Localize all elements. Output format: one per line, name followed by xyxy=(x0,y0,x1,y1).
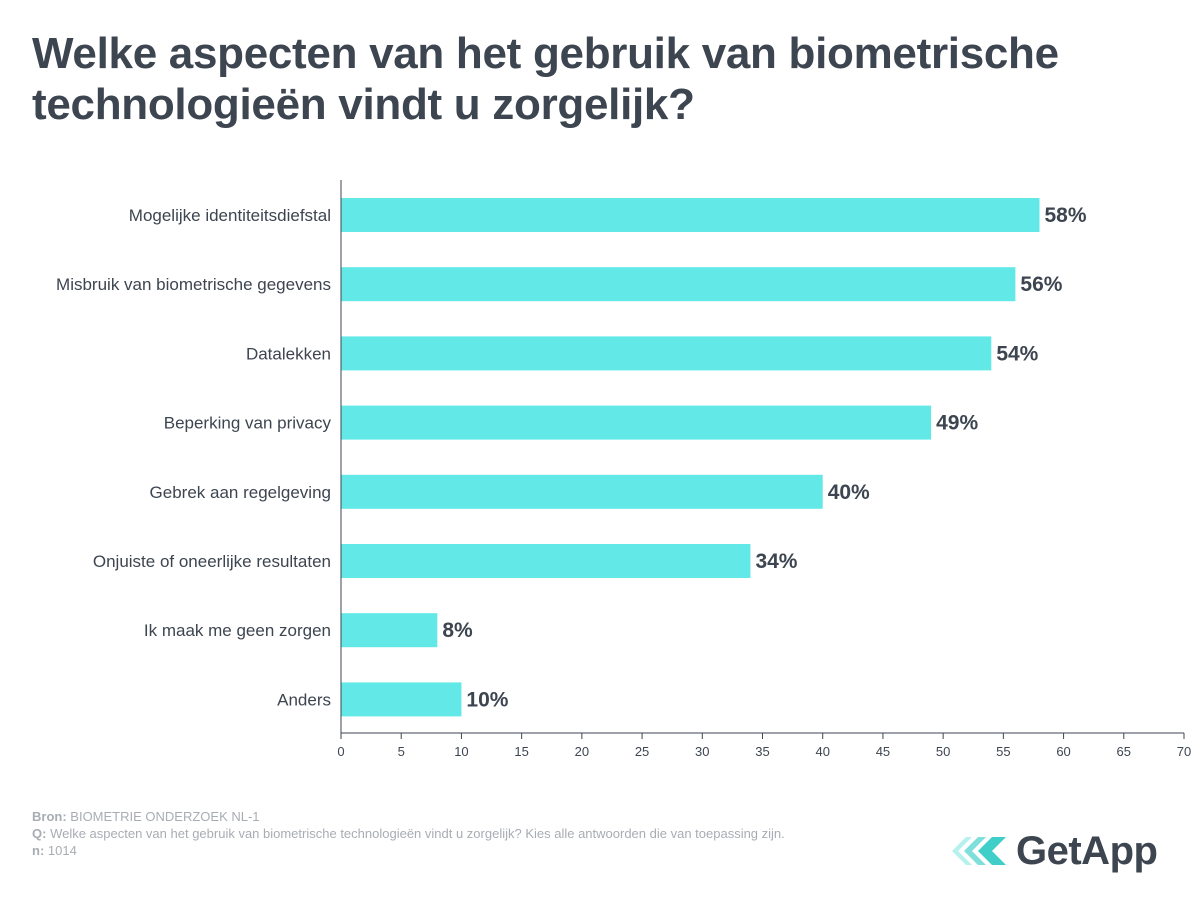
category-label-4: Gebrek aan regelgeving xyxy=(150,483,331,502)
x-tick-label-10: 50 xyxy=(936,744,950,759)
sample-size-note: n: 1014 xyxy=(32,843,77,858)
x-tick-label-3: 15 xyxy=(514,744,528,759)
x-tick-label-14: 70 xyxy=(1177,744,1191,759)
x-tick-label-13: 65 xyxy=(1117,744,1131,759)
bar-0 xyxy=(341,198,1040,232)
value-label-0: 58% xyxy=(1044,204,1086,227)
getapp-logo: GetApp xyxy=(952,826,1158,876)
bar-3 xyxy=(341,405,932,440)
question-note: Q: Welke aspecten van het gebruik van bi… xyxy=(32,826,785,841)
bar-4 xyxy=(341,474,823,509)
category-labels: Mogelijke identiteitsdiefstal Misbruik va… xyxy=(56,206,331,709)
x-tick-label-5: 25 xyxy=(635,744,649,759)
value-label-1: 56% xyxy=(1020,273,1062,296)
chart-title: Welke aspecten van het gebruik van biome… xyxy=(32,29,1059,129)
getapp-chevrons-icon xyxy=(952,837,1006,865)
source-note: Bron: BIOMETRIE ONDERZOEK NL-1 xyxy=(32,809,260,824)
value-labels: 58% 56% 54% 49% 40% 34% 8% 10% xyxy=(442,204,1087,711)
footer-notes: Bron: BIOMETRIE ONDERZOEK NL-1 Q: Welke … xyxy=(32,808,862,859)
value-label-7: 10% xyxy=(466,688,508,711)
category-label-3: Beperking van privacy xyxy=(164,414,332,433)
bars-group xyxy=(341,198,1040,717)
x-tick-label-7: 35 xyxy=(755,744,769,759)
x-axis: 0 5 10 15 20 25 30 35 40 45 50 55 60 65 70 xyxy=(337,732,1191,759)
value-label-5: 34% xyxy=(755,550,797,573)
logo-text: GetApp xyxy=(1016,828,1158,873)
value-label-2: 54% xyxy=(996,342,1038,365)
x-tick-label-2: 10 xyxy=(454,744,468,759)
bar-2 xyxy=(341,336,992,371)
category-label-2: Datalekken xyxy=(246,344,331,363)
value-label-4: 40% xyxy=(828,481,870,504)
value-label-3: 49% xyxy=(936,412,978,435)
category-label-0: Mogelijke identiteitsdiefstal xyxy=(129,206,331,225)
bar-6 xyxy=(341,613,438,648)
x-tick-label-8: 40 xyxy=(815,744,829,759)
x-tick-label-9: 45 xyxy=(876,744,890,759)
category-label-1: Misbruik van biometrische gegevens xyxy=(56,275,331,294)
value-label-6: 8% xyxy=(442,619,473,642)
category-label-6: Ik maak me geen zorgen xyxy=(144,621,331,640)
category-label-5: Onjuiste of oneerlijke resultaten xyxy=(93,552,331,571)
x-tick-label-1: 5 xyxy=(398,744,405,759)
x-tick-label-11: 55 xyxy=(996,744,1010,759)
category-label-7: Anders xyxy=(277,690,331,709)
x-tick-label-12: 60 xyxy=(1056,744,1070,759)
x-tick-label-4: 20 xyxy=(575,744,589,759)
x-tick-label-0: 0 xyxy=(337,744,344,759)
x-tick-label-6: 30 xyxy=(695,744,709,759)
bar-chart: Mogelijke identiteitsdiefstal Misbruik va… xyxy=(56,180,1191,759)
bar-5 xyxy=(341,544,751,578)
bar-7 xyxy=(341,682,462,717)
bar-1 xyxy=(341,267,1016,302)
